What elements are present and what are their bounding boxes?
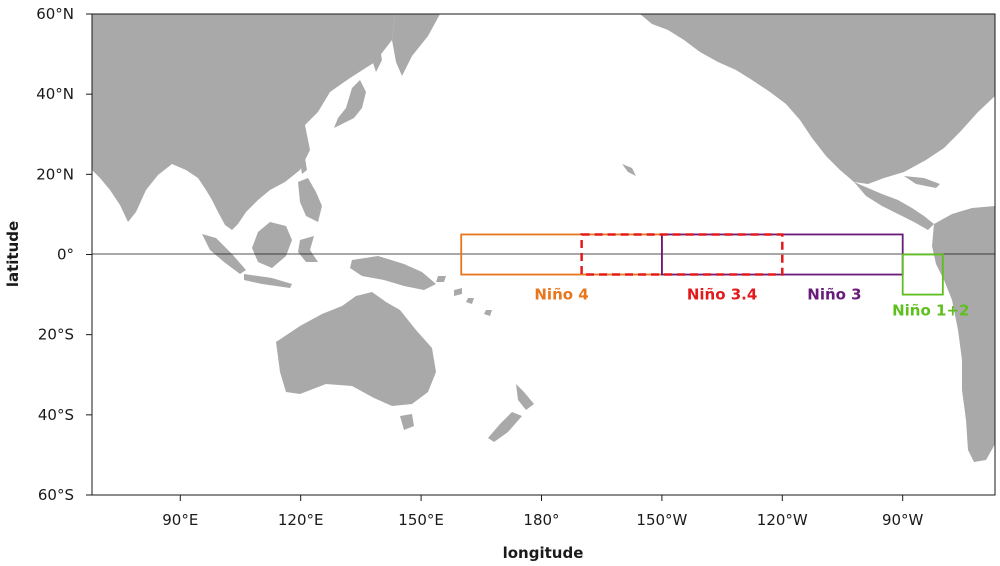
y-tick-label: 60°S — [38, 486, 74, 504]
x-tick-label: 90°E — [162, 511, 198, 529]
y-tick-label: 0° — [57, 246, 74, 264]
south-america-landmass — [932, 206, 995, 462]
region-label-ni-o-1-2: Niño 1+2 — [892, 302, 969, 320]
philippines-landmass — [298, 178, 322, 222]
y-tick-label: 20°N — [36, 165, 74, 183]
y-tick-label: 20°S — [38, 326, 74, 344]
cuba-landmass — [904, 176, 940, 188]
x-tick-label: 150°W — [636, 511, 687, 529]
y-tick-label: 40°S — [38, 406, 74, 424]
borneo-landmass — [252, 222, 292, 268]
region-label-ni-o-4: Niño 4 — [534, 286, 588, 304]
x-tick-label: 150°E — [398, 511, 444, 529]
taiwan-landmass — [300, 158, 307, 174]
new-guinea-landmass — [350, 256, 436, 290]
nino-region-boxes — [460, 233, 944, 296]
y-tick-label: 40°N — [36, 85, 74, 103]
australia-landmass — [276, 292, 436, 406]
asia-landmass — [92, 14, 395, 230]
central-america-landmass — [854, 182, 934, 230]
x-axis: 90°E 120°E 150°E 180° 150°W 120°W 90°W — [162, 495, 924, 529]
arctic-island-landmass — [110, 66, 136, 76]
region-box-ni-o-4 — [460, 233, 663, 276]
nino-region-labels: Niño 4 Niño 3.4 Niño 3 Niño 1+2 — [534, 286, 969, 320]
region-box-ni-o-3-4 — [580, 233, 784, 276]
sulawesi-landmass — [298, 236, 318, 262]
japan-landmass — [334, 80, 366, 128]
tasmania-landmass — [400, 414, 414, 430]
sakhalin-landmass — [372, 38, 382, 72]
x-tick-label: 180° — [523, 511, 559, 529]
x-axis-title: longitude — [503, 544, 584, 562]
kamchatka-landmass — [392, 14, 440, 76]
region-box-ni-o-1-2 — [901, 253, 944, 296]
new-zealand-landmass — [488, 384, 534, 442]
x-tick-label: 90°W — [882, 511, 924, 529]
region-label-ni-o-3: Niño 3 — [807, 286, 861, 304]
y-tick-label: 60°N — [36, 5, 74, 23]
y-axis-title: latitude — [4, 221, 22, 287]
x-tick-label: 120°E — [278, 511, 324, 529]
land-masses — [92, 14, 995, 462]
region-label-ni-o-3-4: Niño 3.4 — [687, 286, 757, 304]
y-axis: 60°N 40°N 20°N 0° 20°S 40°S 60°S — [36, 5, 92, 504]
java-landmass — [244, 274, 292, 288]
north-america-landmass — [640, 14, 995, 184]
x-tick-label: 120°W — [757, 511, 808, 529]
